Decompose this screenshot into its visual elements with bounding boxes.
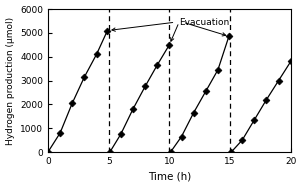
Y-axis label: Hydrogen production (μmol): Hydrogen production (μmol) — [5, 16, 14, 145]
X-axis label: Time (h): Time (h) — [148, 171, 191, 181]
Text: Evacuation: Evacuation — [179, 18, 229, 27]
